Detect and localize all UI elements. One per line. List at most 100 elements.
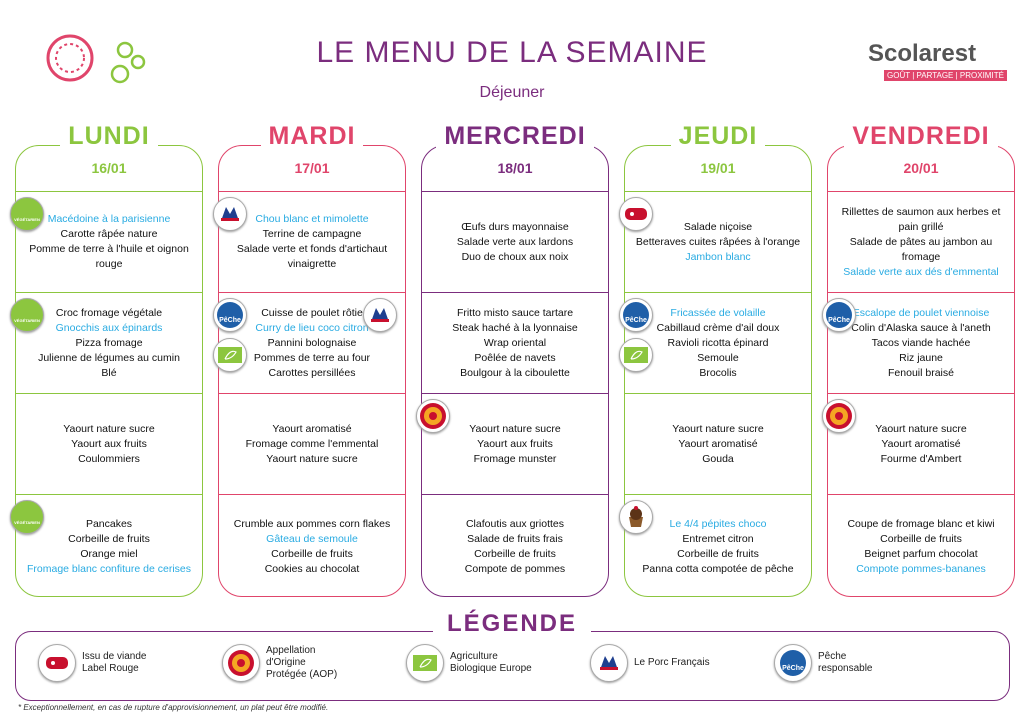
dish: Fromage comme l'emmental [245, 437, 379, 450]
dish: Clafoutis aux griottes [465, 517, 565, 530]
legend-item: Le Porc Français [590, 644, 716, 682]
dish: Salade verte et fonds d'artichaut vinaig… [236, 243, 388, 270]
dish: Duo de choux aux noix [461, 250, 569, 263]
dish: Crumble aux pommes corn flakes [233, 517, 391, 530]
legend-label: Agriculture Biologique Europe [450, 651, 532, 674]
dish: Corbeille de fruits [271, 547, 353, 560]
day-name-text: LUNDI [60, 122, 158, 150]
dish: Pannini bolognaise [267, 336, 357, 349]
dish: Pomme de terre à l'huile et oignon rouge [29, 243, 189, 270]
legend-label: Appellation d'Origine Protégée (AOP) [266, 645, 338, 680]
dish: Coulommiers [78, 452, 140, 465]
icon-aop [822, 399, 856, 433]
dish: Gouda [702, 452, 734, 465]
dish: Cuisse de poulet rôtie [261, 306, 363, 319]
tagline: GOÛT | PARTAGE | PROXIMITÉ [884, 70, 1007, 81]
icon-text: PêChe [219, 317, 241, 324]
dish: Tacos viande hachée [871, 336, 971, 349]
menu-section: Fritto misto sauce tartare Steak haché à … [422, 292, 608, 393]
day-name: LUNDI [16, 122, 202, 151]
dish: Rillettes de saumon aux herbes et pain g… [841, 205, 1001, 233]
menu-section: Yaourt nature sucre Yaourt aux fruits From… [422, 393, 608, 494]
legend-title: LÉGENDE [0, 610, 1024, 638]
menu-section: Escalope de poulet viennoise Colin d'Alas… [828, 292, 1014, 393]
dish-highlight: Gnocchis aux épinards [55, 321, 163, 334]
dish-highlight: Le 4/4 pépites choco [669, 517, 767, 530]
dish: Fritto misto sauce tartare [456, 306, 574, 319]
icon-bio [213, 338, 247, 372]
dish: Cookies au chocolat [264, 562, 360, 575]
day-name-text: VENDREDI [844, 122, 998, 150]
dish: Poêlée de navets [474, 351, 556, 364]
dish: Corbeille de fruits [677, 547, 759, 560]
dish: Fenouil braisé [888, 366, 954, 379]
dish: Brocolis [699, 366, 737, 379]
icon-text: VÉGÉTARIEN [14, 519, 40, 525]
icon-aop [416, 399, 450, 433]
menu-section: Salade niçoise Betteraves cuites râpées à… [625, 191, 811, 292]
dish: Terrine de campagne [262, 228, 362, 240]
dish: Yaourt nature sucre [875, 422, 967, 435]
dish: Entremet citron [682, 532, 754, 545]
dish: Yaourt aromatisé [272, 422, 352, 435]
day-name-text: MARDI [260, 122, 364, 150]
legend-title-text: LÉGENDE [432, 610, 591, 637]
dish: Cabillaud crème d'ail doux [656, 321, 780, 334]
dish: Yaourt nature sucre [469, 422, 561, 435]
dish: Yaourt aux fruits [71, 437, 147, 450]
dish: Œufs durs mayonnaise [461, 220, 569, 233]
dish: Salade verte aux lardons [456, 235, 574, 248]
dish: Steak haché à la lyonnaise [452, 321, 578, 334]
dish: Orange miel [80, 547, 138, 560]
dish: Boulgour à la ciboulette [460, 366, 570, 379]
menu-section: Clafoutis aux griottes Salade de fruits f… [422, 494, 608, 598]
dish: Croc fromage végétale [55, 306, 163, 319]
dish: Julienne de légumes au cumin [38, 351, 180, 364]
day-name: VENDREDI [828, 122, 1014, 151]
icon-text: VÉGÉTARIEN [14, 317, 40, 323]
icon-disc: PêChe [217, 302, 243, 328]
menu-section: Yaourt aromatisé Fromage comme l'emmental… [219, 393, 405, 494]
icon-disc: PêChe [780, 650, 806, 676]
menu-section: Œufs durs mayonnaise Salade verte aux lar… [422, 191, 608, 292]
menu-section: Pancakes Corbeille de fruits Orange miel Fr… [16, 494, 202, 598]
dish: Carottes persillées [268, 366, 356, 379]
day-name: JEUDI [625, 122, 811, 151]
dish: Salade de pâtes au jambon au fromage [849, 235, 993, 263]
day-date: 19/01 [700, 160, 736, 176]
dish: Compote de pommes [464, 562, 566, 575]
dish: Salade de fruits frais [467, 532, 563, 545]
dish-highlight: Curry de lieu coco citron [255, 321, 369, 334]
icon-text: VÉGÉTARIEN [14, 216, 40, 222]
dish: Carotte râpée nature [60, 228, 158, 240]
dish-highlight: Macédoine à la parisienne [47, 213, 171, 225]
icon-text: PêChe [625, 317, 647, 324]
menu-section: Cuisse de poulet rôtie Curry de lieu coco… [219, 292, 405, 393]
dish: Corbeille de fruits [880, 532, 962, 545]
dish: Yaourt aromatisé [678, 437, 758, 450]
menu-section: Fricassée de volaille Cabillaud crème d'a… [625, 292, 811, 393]
menu-section: Le 4/4 pépites choco Entremet citron Corbe… [625, 494, 811, 598]
dish-highlight: Gâteau de semoule [266, 532, 358, 545]
icon-peche: PêChe [822, 298, 856, 332]
legend-item: PêChe Pêche responsable [774, 644, 900, 682]
footnote: * Exceptionnellement, en cas de rupture … [18, 703, 329, 712]
icon-disc: PêChe [623, 302, 649, 328]
legend-label: Issu de viande Label Rouge [82, 651, 147, 674]
dish: Blé [101, 366, 117, 379]
dish: Pancakes [85, 517, 133, 530]
icon-peche: PêChe [619, 298, 653, 332]
subtitle: Déjeuner [479, 84, 545, 101]
icon-aop [222, 644, 260, 682]
dish-highlight: Compote pommes-bananes [856, 562, 986, 575]
dish: Yaourt nature sucre [672, 422, 764, 435]
dish: Yaourt nature sucre [266, 452, 358, 465]
dish: Beignet parfum chocolat [864, 547, 978, 560]
icon-label-rouge [619, 197, 653, 231]
dish: Ravioli ricotta épinard [667, 336, 769, 349]
dish: Pizza fromage [75, 336, 143, 349]
icon-text: PêChe [828, 317, 850, 324]
day-column: JEUDI 19/01 Salade niçoise Betteraves cuite… [619, 122, 812, 598]
menu-section: Rillettes de saumon aux herbes et pain g… [828, 191, 1014, 292]
day-column: VENDREDI 20/01 Rillettes de saumon aux her… [822, 122, 1015, 597]
